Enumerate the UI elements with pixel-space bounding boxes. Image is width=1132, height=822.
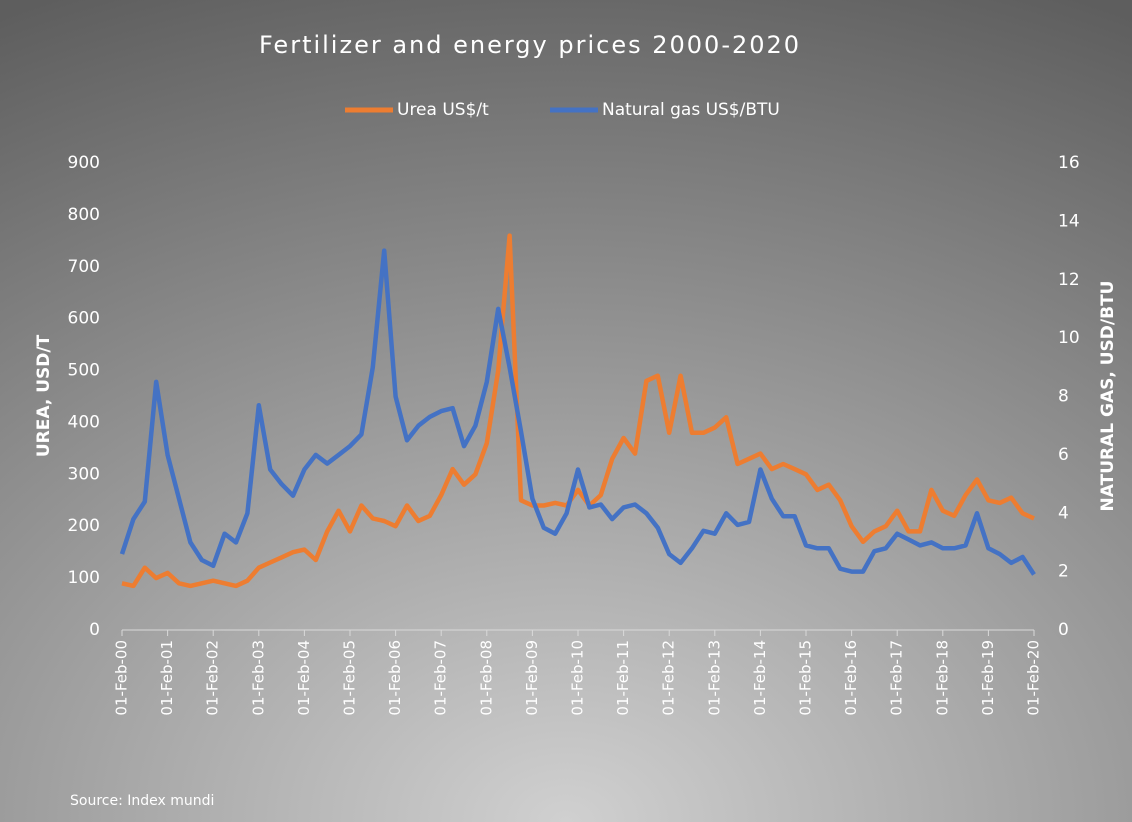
y2-tick-label: 4 — [1058, 503, 1069, 523]
y-tick-label: 100 — [68, 568, 100, 588]
x-tick-label: 01-Feb-14 — [751, 640, 769, 716]
x-tick-label: 01-Feb-03 — [249, 640, 267, 716]
x-tick-label: 01-Feb-19 — [979, 640, 997, 716]
x-tick-label: 01-Feb-17 — [888, 640, 906, 716]
series-line — [119, 248, 1036, 576]
x-tick-label: 01-Feb-06 — [386, 640, 404, 716]
y2-tick-label: 6 — [1058, 445, 1069, 465]
legend-label: Natural gas US$/BTU — [602, 100, 780, 120]
x-tick-label: 01-Feb-07 — [432, 640, 450, 716]
y-tick-label: 600 — [68, 309, 100, 329]
x-tick-label: 01-Feb-08 — [477, 640, 495, 716]
legend-label: Urea US$/t — [397, 100, 489, 120]
y-tick-label: 800 — [68, 205, 100, 225]
y-tick-label: 400 — [68, 412, 100, 432]
x-tick-label: 01-Feb-18 — [933, 640, 951, 716]
y-tick-label: 500 — [68, 361, 100, 381]
x-tick-label: 01-Feb-04 — [295, 640, 313, 716]
y2-tick-label: 16 — [1058, 153, 1080, 173]
source-note: Source: Index mundi — [70, 793, 214, 809]
y2-tick-label: 14 — [1058, 211, 1080, 231]
x-tick-label: 01-Feb-09 — [523, 640, 541, 716]
y2-tick-label: 12 — [1058, 270, 1080, 290]
x-tick-label: 01-Feb-20 — [1025, 640, 1043, 716]
y-tick-label: 0 — [89, 620, 100, 640]
x-tick-label: 01-Feb-05 — [341, 640, 359, 716]
chart-title: Fertilizer and energy prices 2000-2020 — [259, 31, 801, 59]
y-tick-label: 200 — [68, 516, 100, 536]
x-tick-label: 01-Feb-02 — [204, 640, 222, 716]
y2-tick-label: 2 — [1058, 562, 1069, 582]
x-tick-label: 01-Feb-00 — [113, 640, 131, 716]
y-tick-label: 900 — [68, 153, 100, 173]
x-tick-label: 01-Feb-16 — [842, 640, 860, 716]
y2-tick-label: 8 — [1058, 387, 1069, 407]
y-axis-label: UREA, USD/T — [34, 334, 54, 457]
x-tick-label: 01-Feb-15 — [797, 640, 815, 716]
y2-tick-label: 10 — [1058, 328, 1080, 348]
y2-tick-label: 0 — [1058, 620, 1069, 640]
x-tick-label: 01-Feb-11 — [614, 640, 632, 716]
y2-axis-label: NATURAL GAS, USD/BTU — [1098, 281, 1118, 512]
y-tick-label: 700 — [68, 257, 100, 277]
x-tick-label: 01-Feb-13 — [705, 640, 723, 716]
x-tick-label: 01-Feb-12 — [660, 640, 678, 716]
y-tick-label: 300 — [68, 464, 100, 484]
series-line — [121, 233, 1035, 589]
x-tick-label: 01-Feb-01 — [158, 640, 176, 716]
x-tick-label: 01-Feb-10 — [569, 640, 587, 716]
